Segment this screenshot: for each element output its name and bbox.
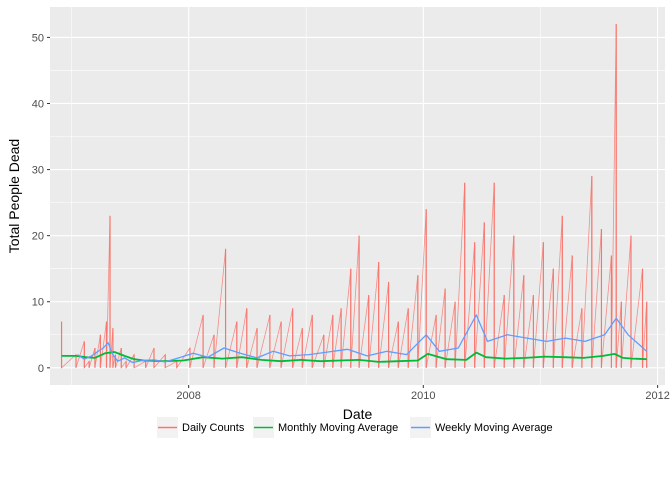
series-layer <box>60 24 648 370</box>
minor-gridlines <box>50 7 665 385</box>
daily-counts-line <box>61 24 648 370</box>
monthly-moving-average-line <box>61 351 647 363</box>
series-daily-counts <box>60 24 648 370</box>
series-monthly-moving-average <box>61 351 647 363</box>
legend-label-monthly-moving-average: Monthly Moving Average <box>278 422 398 434</box>
y-tick-label: 20 <box>32 231 44 243</box>
x-tick-label: 2012 <box>645 390 669 402</box>
legend-label-daily-counts: Daily Counts <box>182 422 245 434</box>
y-tick-label: 50 <box>32 32 44 44</box>
x-tick-label: 2008 <box>176 390 200 402</box>
weekly-moving-average-line <box>77 314 648 364</box>
x-tick-label: 2010 <box>411 390 435 402</box>
series-weekly-moving-average <box>77 314 648 364</box>
y-axis: 0 10 20 30 40 50 <box>32 32 50 375</box>
y-tick-label: 10 <box>32 297 44 309</box>
y-tick-label: 30 <box>32 165 44 177</box>
y-tick-label: 0 <box>38 363 44 375</box>
legend: Daily Counts Monthly Moving Average Week… <box>157 417 553 438</box>
y-axis-title: Total People Dead <box>6 139 22 253</box>
x-axis-title: Date <box>343 406 373 422</box>
x-axis: 2008 2010 2012 <box>176 385 670 402</box>
y-tick-label: 40 <box>32 98 44 110</box>
legend-label-weekly-moving-average: Weekly Moving Average <box>435 422 553 434</box>
